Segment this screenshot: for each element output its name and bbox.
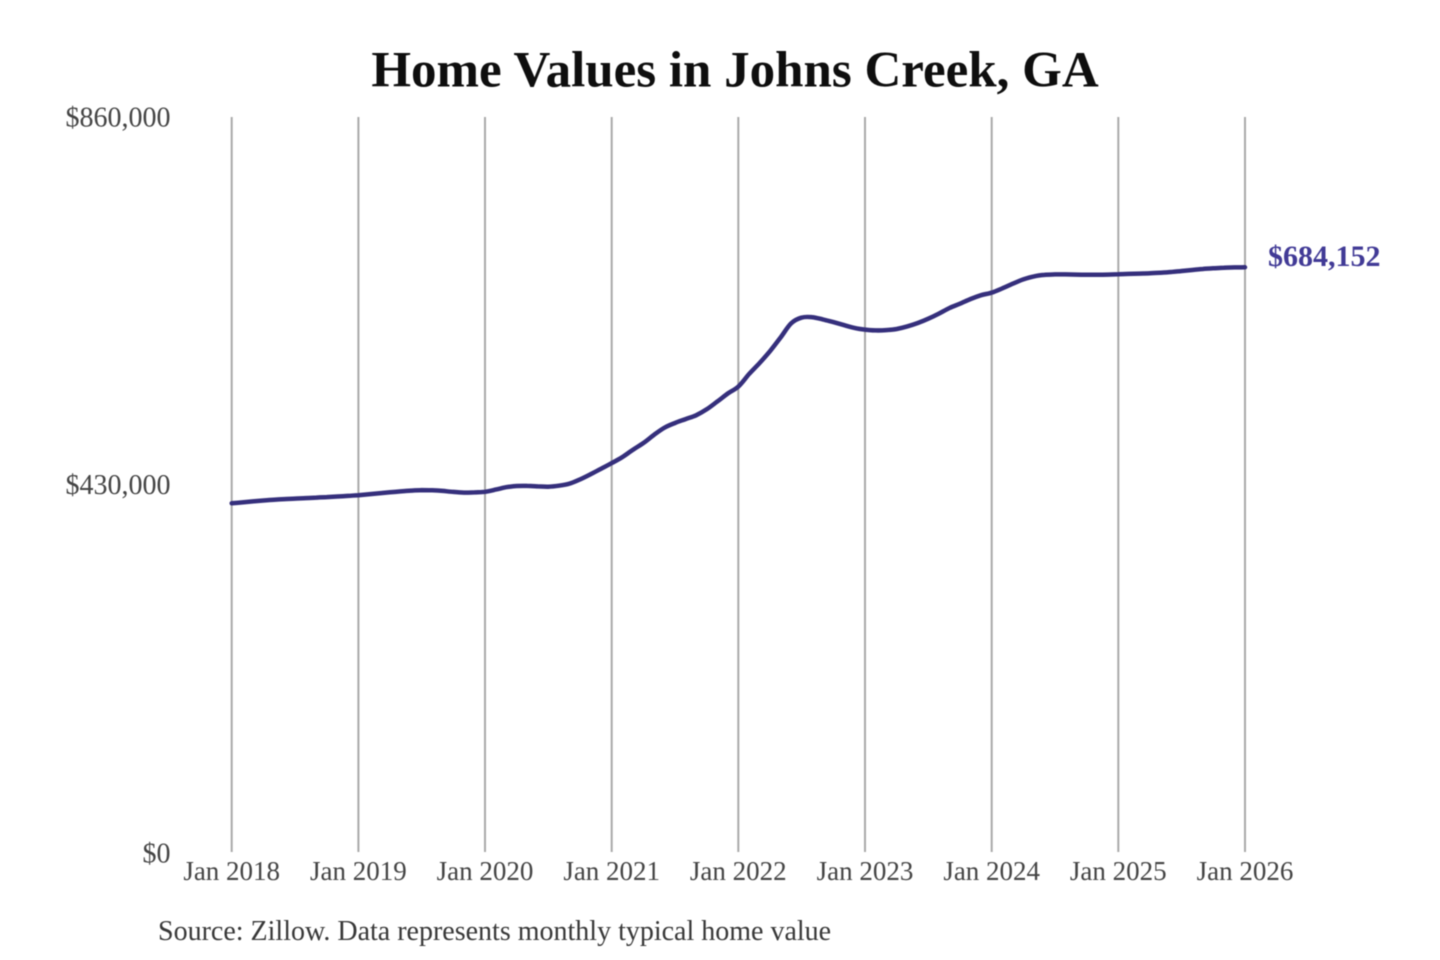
svg-text:Jan 2018: Jan 2018: [183, 856, 280, 886]
svg-text:Jan 2023: Jan 2023: [817, 856, 914, 886]
svg-text:$430,000: $430,000: [66, 470, 171, 501]
svg-text:$860,000: $860,000: [66, 103, 171, 134]
svg-text:Jan 2019: Jan 2019: [310, 856, 407, 886]
svg-text:Jan 2021: Jan 2021: [563, 856, 660, 886]
svg-text:Source: Zillow. Data represent: Source: Zillow. Data represents monthly …: [158, 916, 831, 947]
svg-text:Jan 2025: Jan 2025: [1070, 856, 1167, 886]
svg-text:Jan 2022: Jan 2022: [690, 856, 787, 886]
svg-text:$0: $0: [143, 839, 171, 870]
svg-text:Jan 2020: Jan 2020: [437, 856, 534, 886]
svg-text:Jan 2026: Jan 2026: [1197, 856, 1294, 886]
svg-text:Home Values in Johns Creek, GA: Home Values in Johns Creek, GA: [371, 43, 1098, 99]
svg-text:$684,152: $684,152: [1268, 240, 1381, 273]
svg-text:Jan 2024: Jan 2024: [943, 856, 1040, 886]
